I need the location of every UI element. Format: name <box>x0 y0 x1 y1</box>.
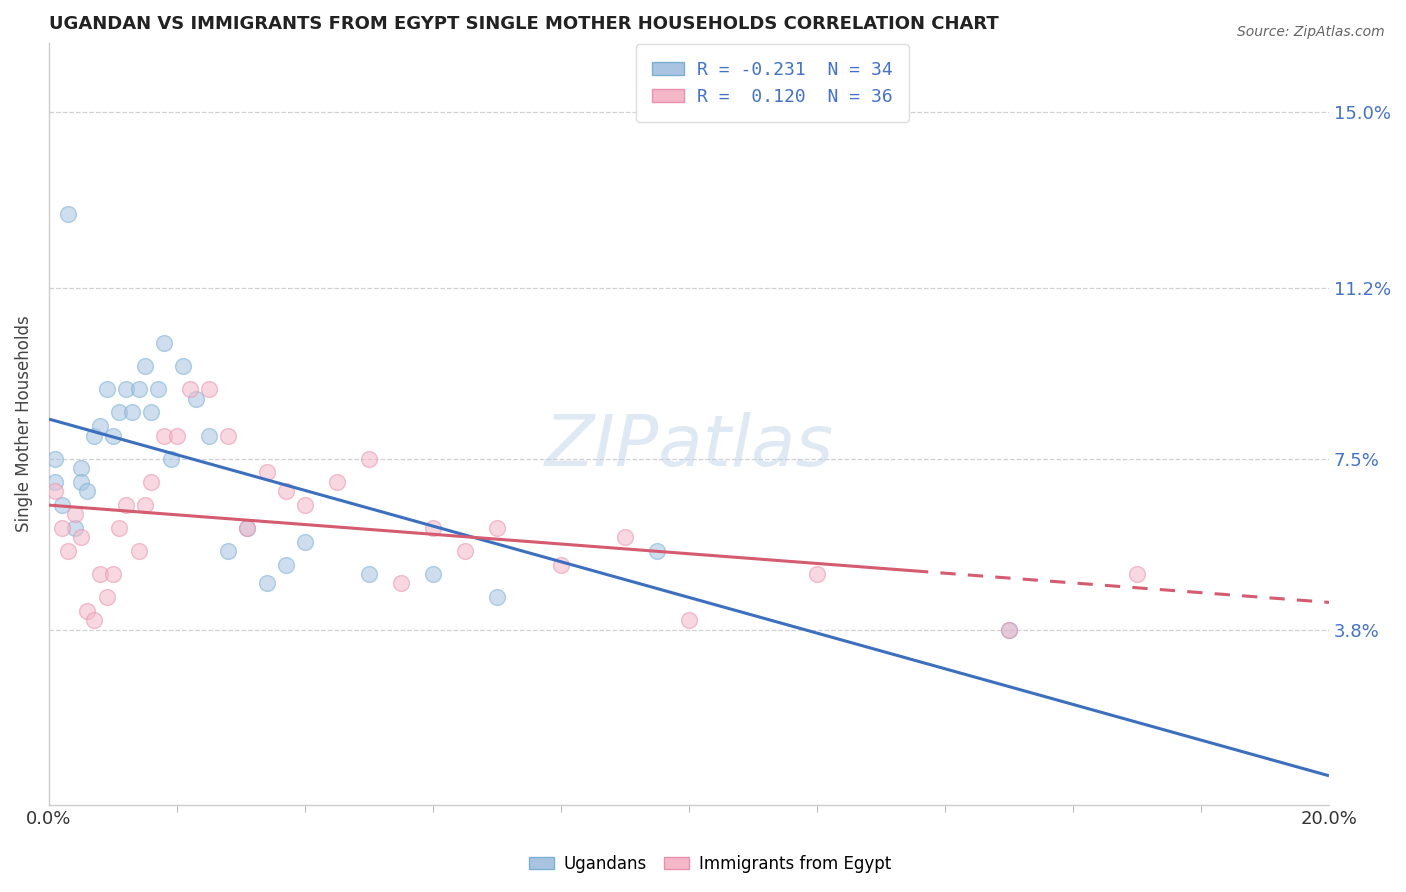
Point <box>256 576 278 591</box>
Point <box>550 558 572 572</box>
Point <box>485 591 508 605</box>
Point <box>108 405 131 419</box>
Point <box>198 428 221 442</box>
Point <box>128 544 150 558</box>
Point <box>256 466 278 480</box>
Point <box>108 521 131 535</box>
Point <box>89 419 111 434</box>
Point <box>76 604 98 618</box>
Point <box>134 498 156 512</box>
Point <box>998 623 1021 637</box>
Point <box>274 483 297 498</box>
Point <box>454 544 477 558</box>
Point <box>146 382 169 396</box>
Point <box>217 544 239 558</box>
Point <box>645 544 668 558</box>
Point <box>186 392 208 406</box>
Point <box>294 498 316 512</box>
Point <box>96 591 118 605</box>
Point <box>806 567 828 582</box>
Point <box>70 475 93 489</box>
Point <box>172 359 194 374</box>
Point <box>166 428 188 442</box>
Legend: R = -0.231  N = 34, R =  0.120  N = 36: R = -0.231 N = 34, R = 0.120 N = 36 <box>636 45 908 122</box>
Point <box>153 336 176 351</box>
Point <box>159 451 181 466</box>
Point <box>326 475 349 489</box>
Legend: Ugandans, Immigrants from Egypt: Ugandans, Immigrants from Egypt <box>522 848 898 880</box>
Point <box>76 483 98 498</box>
Point <box>998 623 1021 637</box>
Point <box>422 567 444 582</box>
Point <box>89 567 111 582</box>
Point <box>357 451 380 466</box>
Point <box>51 521 73 535</box>
Point <box>121 405 143 419</box>
Point <box>56 544 79 558</box>
Point <box>70 530 93 544</box>
Point <box>153 428 176 442</box>
Text: ZIPatlas: ZIPatlas <box>544 412 834 482</box>
Point <box>357 567 380 582</box>
Point <box>83 613 105 627</box>
Point <box>141 405 163 419</box>
Point <box>44 451 66 466</box>
Point <box>294 534 316 549</box>
Point <box>179 382 201 396</box>
Point <box>70 461 93 475</box>
Point <box>389 576 412 591</box>
Point <box>83 428 105 442</box>
Point <box>678 613 700 627</box>
Point <box>128 382 150 396</box>
Point <box>614 530 637 544</box>
Point <box>274 558 297 572</box>
Point <box>236 521 259 535</box>
Point <box>51 498 73 512</box>
Point <box>198 382 221 396</box>
Point <box>63 521 86 535</box>
Point <box>44 475 66 489</box>
Point <box>1126 567 1149 582</box>
Point <box>101 567 124 582</box>
Point <box>134 359 156 374</box>
Point <box>56 207 79 221</box>
Point <box>114 382 136 396</box>
Point <box>485 521 508 535</box>
Point <box>141 475 163 489</box>
Point <box>114 498 136 512</box>
Point <box>236 521 259 535</box>
Point <box>63 507 86 521</box>
Point <box>101 428 124 442</box>
Text: Source: ZipAtlas.com: Source: ZipAtlas.com <box>1237 25 1385 39</box>
Point <box>422 521 444 535</box>
Text: UGANDAN VS IMMIGRANTS FROM EGYPT SINGLE MOTHER HOUSEHOLDS CORRELATION CHART: UGANDAN VS IMMIGRANTS FROM EGYPT SINGLE … <box>49 15 998 33</box>
Point <box>96 382 118 396</box>
Y-axis label: Single Mother Households: Single Mother Households <box>15 316 32 533</box>
Point <box>44 483 66 498</box>
Point <box>217 428 239 442</box>
